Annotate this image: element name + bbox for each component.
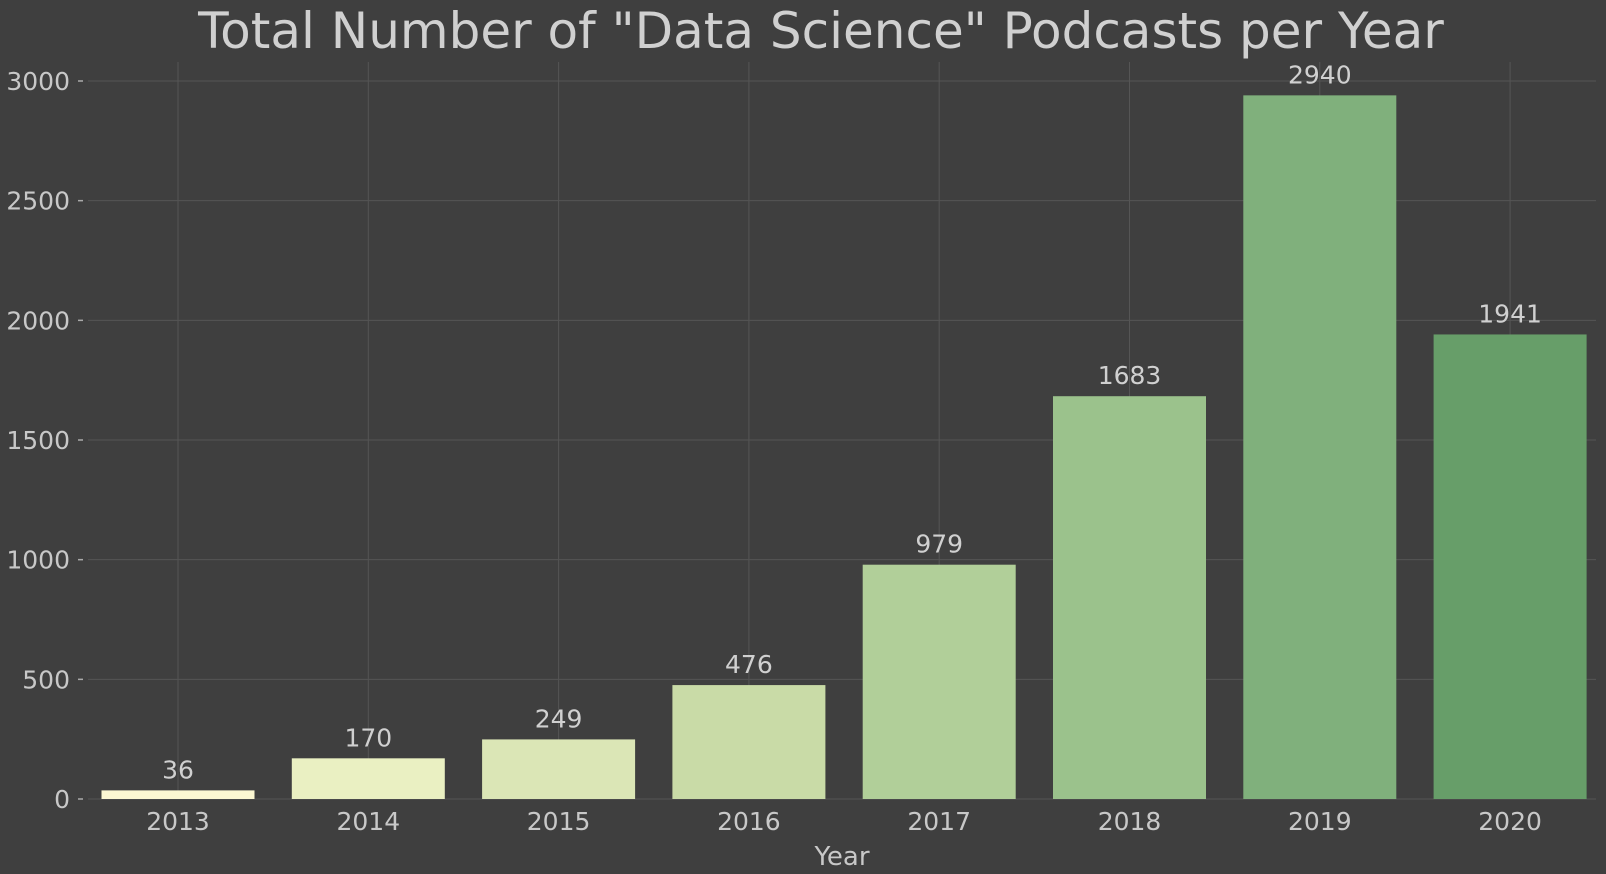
bar (862, 564, 1016, 799)
x-tick-label: 2017 (907, 807, 971, 836)
chart-title: Total Number of "Data Science" Podcasts … (197, 2, 1444, 60)
bar (101, 790, 255, 799)
x-tick-label: 2013 (146, 807, 210, 836)
bar-data-label: 1683 (1098, 361, 1162, 390)
x-tick-label: 2015 (527, 807, 591, 836)
y-axis: 0 500 1000 1500 2000 2500 3000 (6, 67, 83, 814)
bar (291, 758, 445, 799)
bar-data-label: 979 (915, 530, 963, 559)
data-labels: 36 170 249 476 979 1683 2940 1941 (162, 60, 1542, 784)
bar-data-label: 476 (725, 650, 773, 679)
bar (482, 739, 636, 799)
bar (1053, 396, 1206, 799)
bar-data-label: 36 (162, 755, 194, 784)
bar-data-label: 1941 (1478, 299, 1542, 328)
x-tick-label: 2014 (336, 807, 400, 836)
bar-data-label: 170 (344, 723, 392, 752)
x-tick-label: 2016 (717, 807, 781, 836)
x-axis-title: Year (813, 842, 869, 872)
bar-data-label: 249 (535, 704, 583, 733)
x-tick-label: 2019 (1288, 807, 1352, 836)
y-tick-label: 0 (54, 785, 70, 814)
y-tick-label: 500 (22, 665, 70, 694)
bars (101, 95, 1587, 800)
bar (1243, 95, 1397, 800)
bar (672, 685, 826, 799)
y-tick-label: 1500 (6, 426, 70, 455)
y-tick-label: 1000 (6, 546, 70, 575)
x-tick-label: 2018 (1098, 807, 1162, 836)
y-tick-label: 3000 (6, 67, 70, 96)
y-tick-label: 2000 (6, 306, 70, 335)
x-tick-label: 2020 (1478, 807, 1542, 836)
y-tick-label: 2500 (6, 187, 70, 216)
bar (1433, 334, 1587, 799)
bar-data-label: 2940 (1288, 60, 1352, 89)
x-axis: 2013 2014 2015 2016 2017 2018 2019 2020 (146, 807, 1542, 836)
